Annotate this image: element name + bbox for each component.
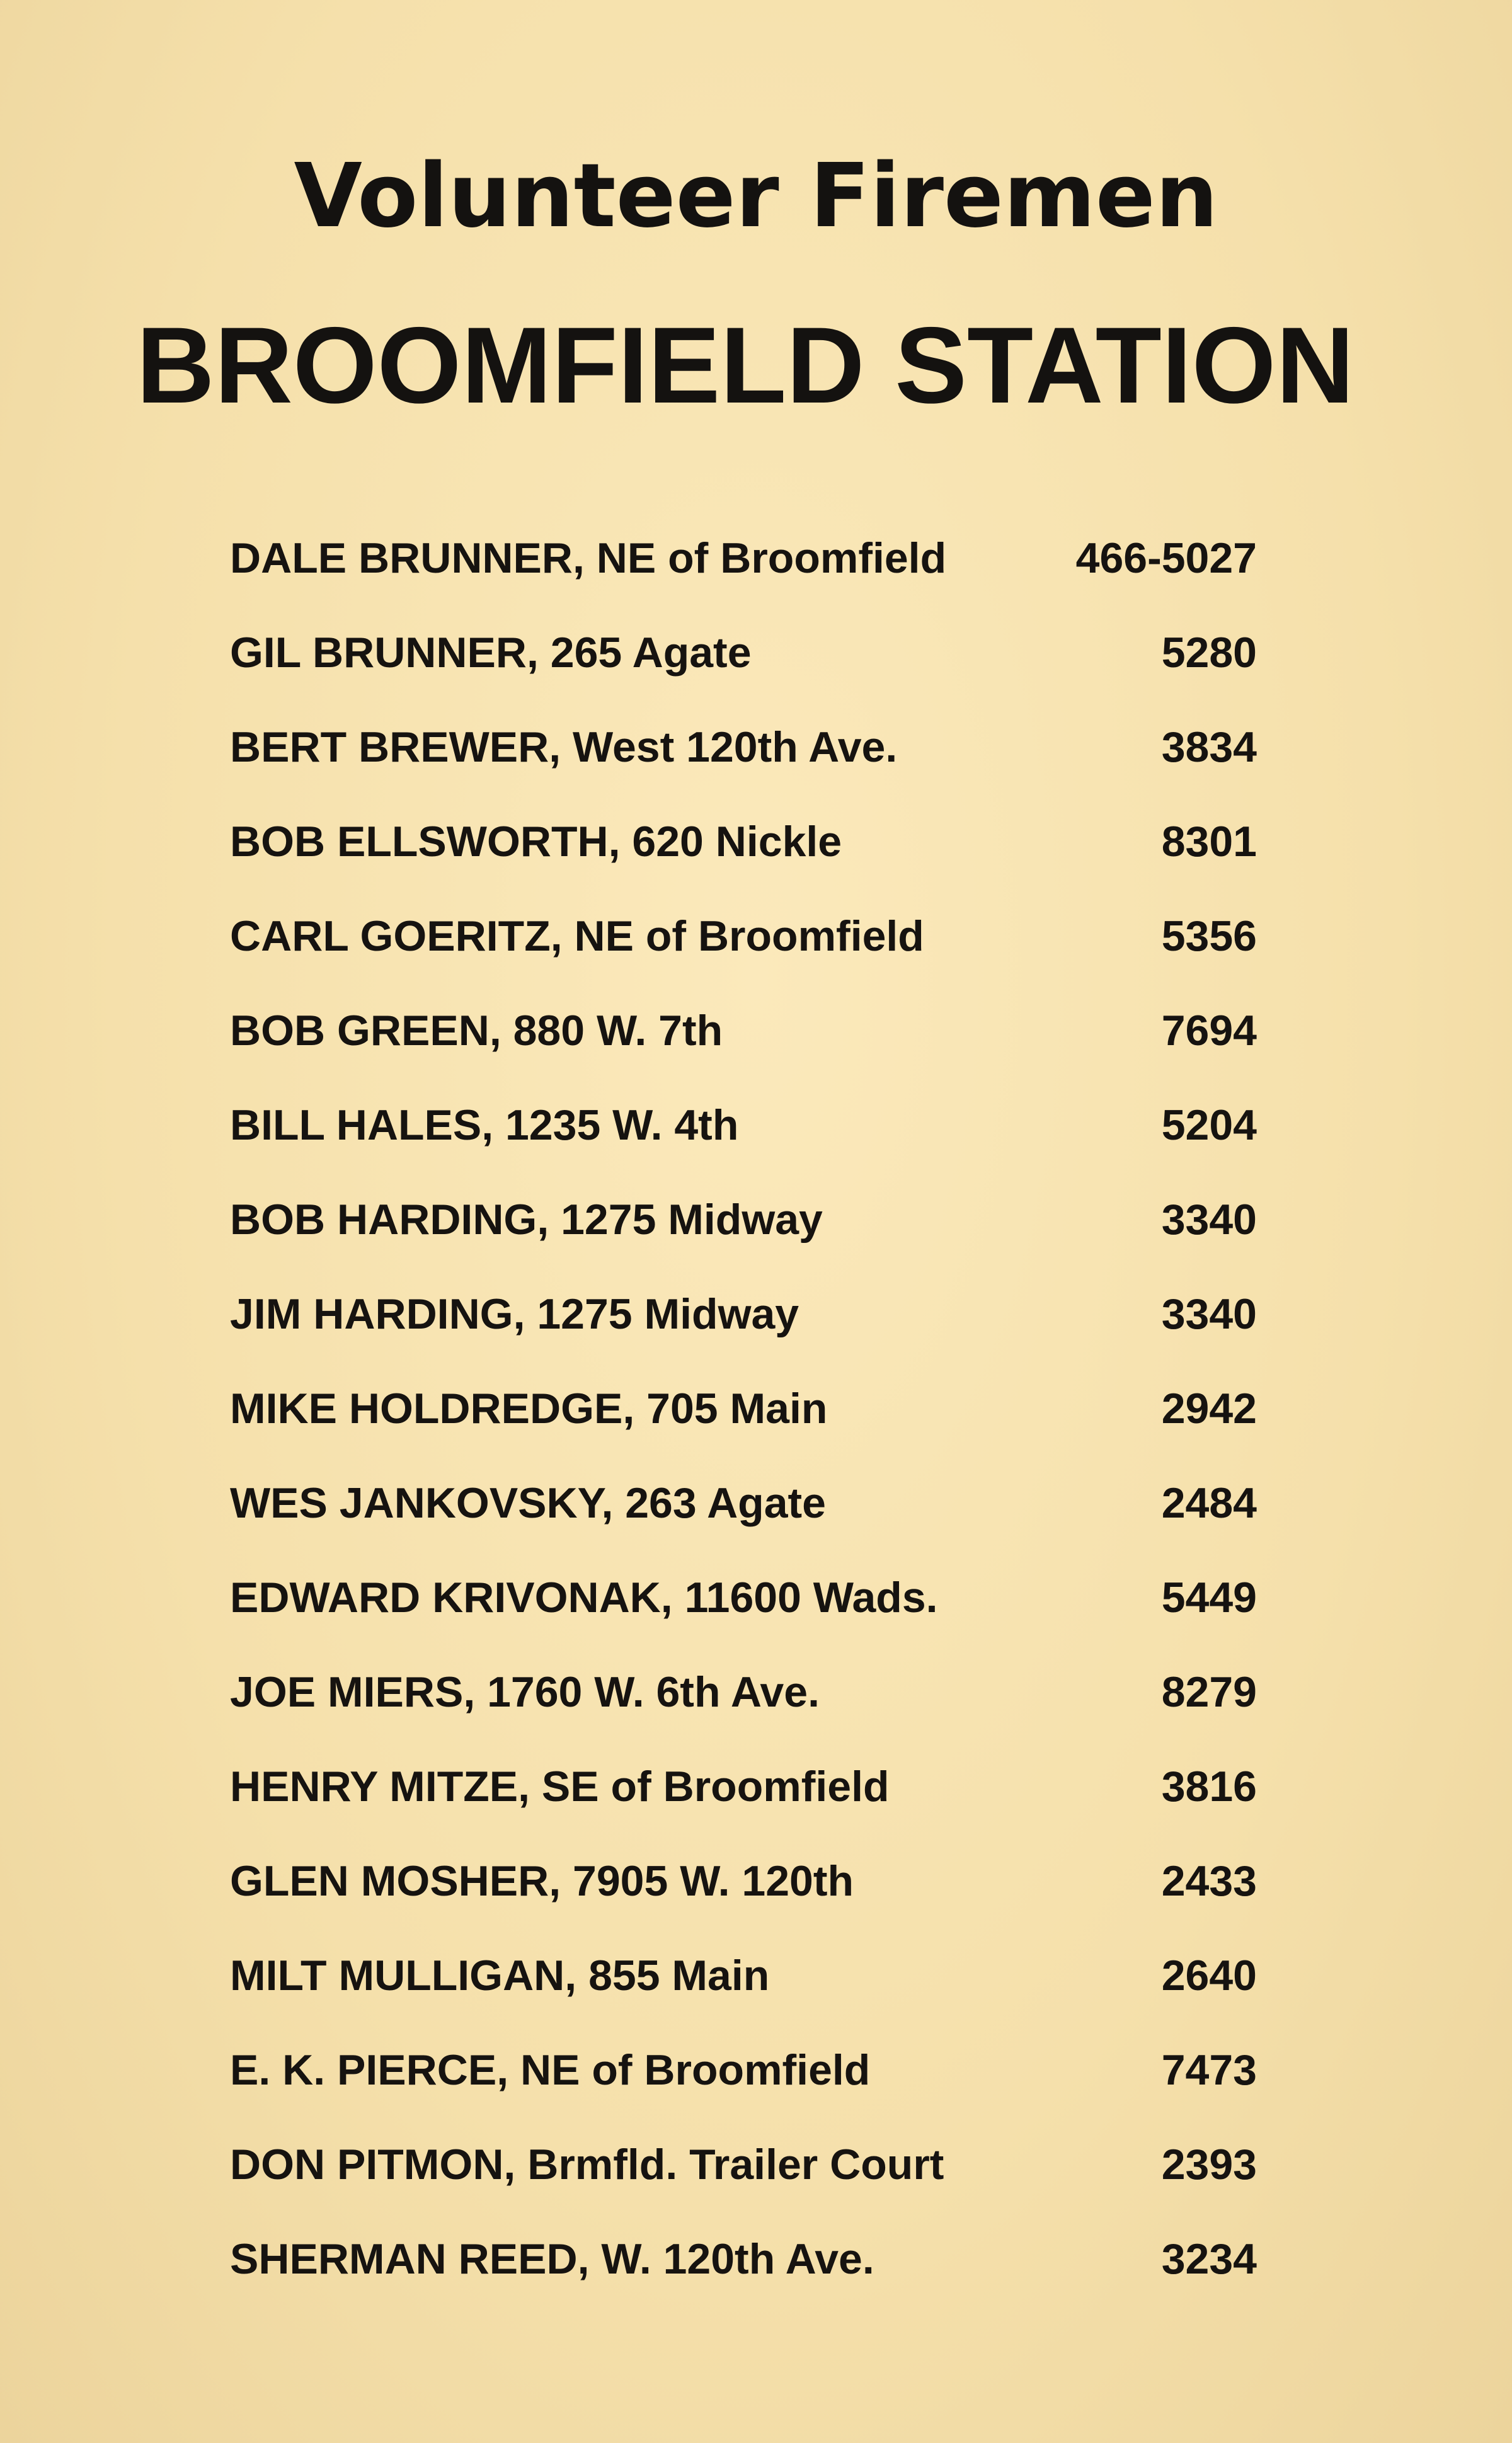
phone-number: 3834 [1161,723,1257,771]
title-broomfield-station: BROOMFIELD STATION [136,305,1354,426]
fireman-name-address: WES JANKOVSKY, 263 Agate [230,1479,826,1527]
roster-row: MILT MULLIGAN, 855 Main 2640 [230,1928,1257,2023]
fireman-name-address: BILL HALES, 1235 W. 4th [230,1101,739,1149]
phone-number: 2393 [1161,2141,1257,2188]
roster-row: BILL HALES, 1235 W. 4th 5204 [230,1078,1257,1172]
title-volunteer-firemen: Volunteer Firemen [294,145,1218,248]
phone-number: 2433 [1161,1857,1257,1905]
phone-number: 5280 [1161,629,1257,677]
roster-row: GLEN MOSHER, 7905 W. 120th 2433 [230,1834,1257,1928]
phone-number: 8301 [1161,818,1257,866]
roster-row: EDWARD KRIVONAK, 11600 Wads. 5449 [230,1550,1257,1645]
roster-row: SHERMAN REED, W. 120th Ave. 3234 [230,2212,1257,2306]
roster-row: GIL BRUNNER, 265 Agate 5280 [230,605,1257,700]
fireman-name-address: HENRY MITZE, SE of Broomfield [230,1763,890,1811]
roster-row: BOB HARDING, 1275 Midway 3340 [230,1172,1257,1267]
phone-number: 2942 [1161,1385,1257,1433]
roster-row: CARL GOERITZ, NE of Broomfield 5356 [230,889,1257,983]
fireman-name-address: BOB HARDING, 1275 Midway [230,1196,823,1244]
firemen-roster: DALE BRUNNER, NE of Broomfield 466-5027 GI… [230,511,1257,2306]
roster-row: BOB ELLSWORTH, 620 Nickle 8301 [230,794,1257,889]
fireman-name-address: BOB GREEN, 880 W. 7th [230,1007,723,1055]
phone-number: 5204 [1161,1101,1257,1149]
fireman-name-address: BOB ELLSWORTH, 620 Nickle [230,818,842,866]
fireman-name-address: DON PITMON, Brmfld. Trailer Court [230,2141,944,2188]
phone-number: 466-5027 [1075,534,1257,582]
roster-row: DALE BRUNNER, NE of Broomfield 466-5027 [230,511,1257,605]
fireman-name-address: JOE MIERS, 1760 W. 6th Ave. [230,1668,820,1716]
fireman-name-address: EDWARD KRIVONAK, 11600 Wads. [230,1574,938,1622]
roster-row: E. K. PIERCE, NE of Broomfield 7473 [230,2023,1257,2117]
roster-row: JOE MIERS, 1760 W. 6th Ave. 8279 [230,1645,1257,1739]
roster-row: HENRY MITZE, SE of Broomfield 3816 [230,1739,1257,1834]
fireman-name-address: DALE BRUNNER, NE of Broomfield [230,534,947,582]
phone-number: 5449 [1161,1574,1257,1622]
phone-number: 2640 [1161,1952,1257,2000]
fireman-name-address: E. K. PIERCE, NE of Broomfield [230,2046,871,2094]
phone-number: 7694 [1161,1007,1257,1055]
phone-number: 5356 [1161,912,1257,960]
roster-row: JIM HARDING, 1275 Midway 3340 [230,1267,1257,1361]
phone-number: 3340 [1161,1196,1257,1244]
roster-row: WES JANKOVSKY, 263 Agate 2484 [230,1456,1257,1550]
fireman-name-address: GIL BRUNNER, 265 Agate [230,629,752,677]
fireman-name-address: GLEN MOSHER, 7905 W. 120th [230,1857,854,1905]
fireman-name-address: MILT MULLIGAN, 855 Main [230,1952,770,2000]
roster-row: DON PITMON, Brmfld. Trailer Court 2393 [230,2117,1257,2212]
fireman-name-address: BERT BREWER, West 120th Ave. [230,723,898,771]
phone-number: 3340 [1161,1290,1257,1338]
phone-number: 8279 [1161,1668,1257,1716]
phone-number: 2484 [1161,1479,1257,1527]
roster-row: BERT BREWER, West 120th Ave. 3834 [230,700,1257,794]
phone-number: 3816 [1161,1763,1257,1811]
phone-number: 7473 [1161,2046,1257,2094]
roster-row: MIKE HOLDREDGE, 705 Main 2942 [230,1361,1257,1456]
roster-row: BOB GREEN, 880 W. 7th 7694 [230,983,1257,1078]
fireman-name-address: JIM HARDING, 1275 Midway [230,1290,799,1338]
fireman-name-address: CARL GOERITZ, NE of Broomfield [230,912,924,960]
fireman-name-address: MIKE HOLDREDGE, 705 Main [230,1385,828,1433]
fireman-name-address: SHERMAN REED, W. 120th Ave. [230,2235,874,2283]
phone-number: 3234 [1161,2235,1257,2283]
